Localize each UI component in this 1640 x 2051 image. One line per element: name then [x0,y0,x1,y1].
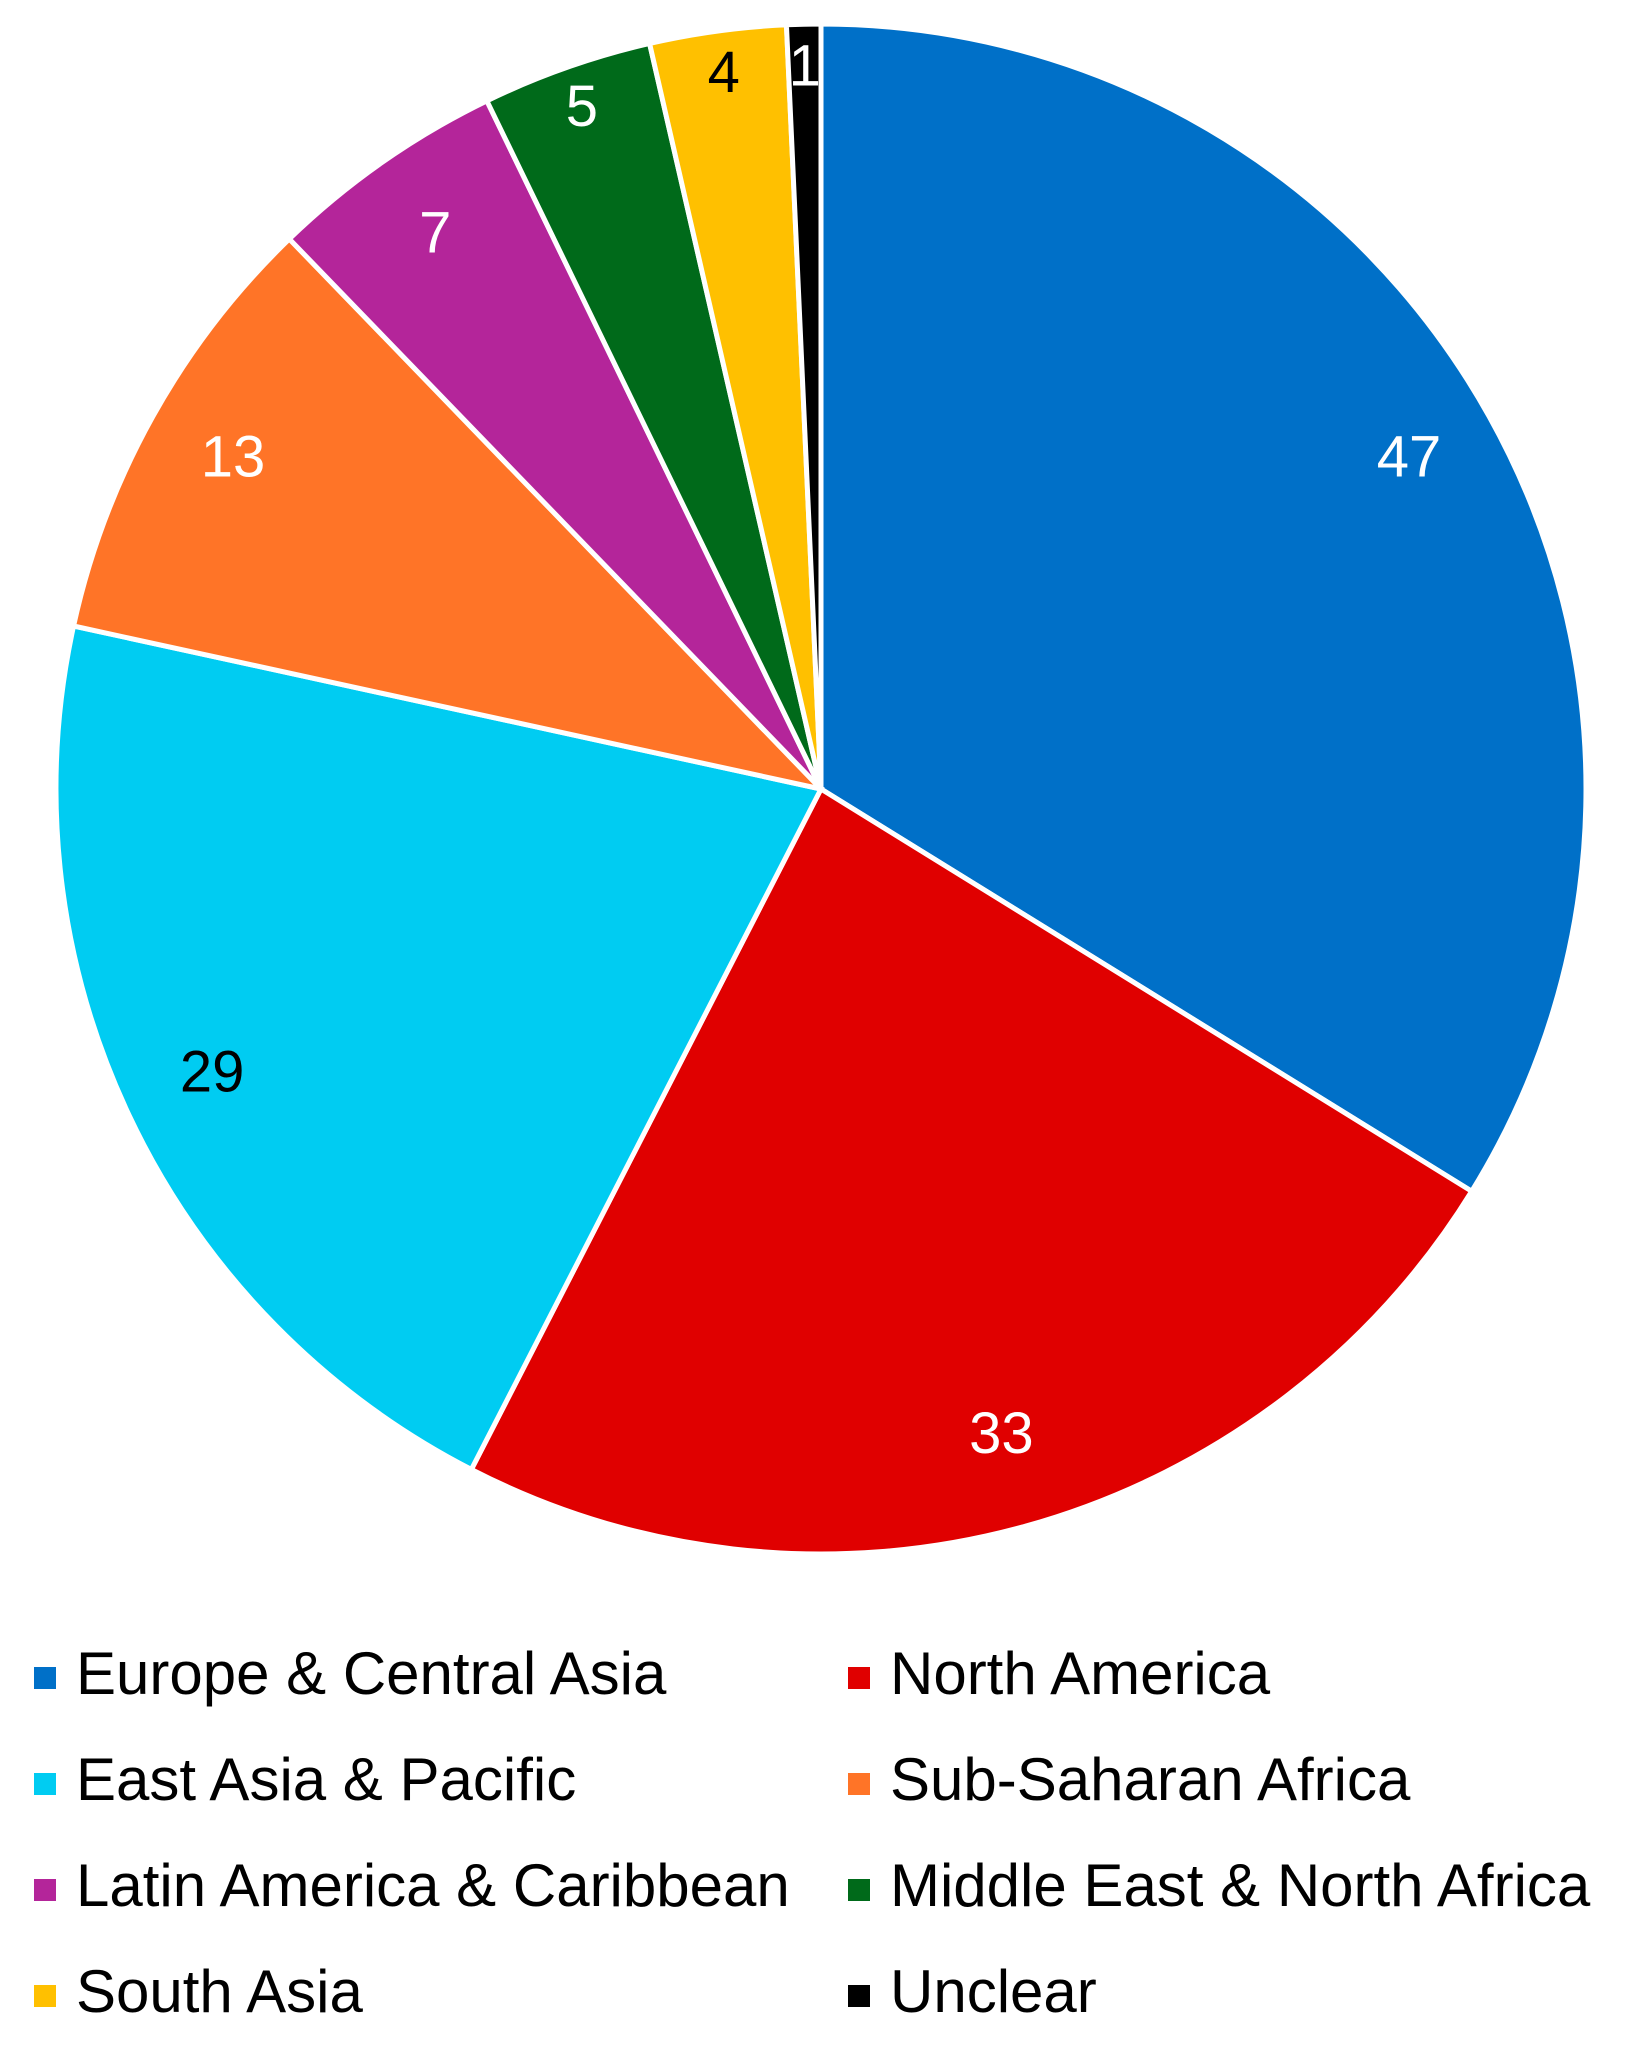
data-label: 1 [789,33,821,98]
legend-label: Latin America & Caribbean [76,1852,790,1919]
pie-slice [783,21,824,790]
pie-slice [818,21,1589,1195]
data-label: 47 [1377,425,1442,490]
legend-label: North America [890,1640,1271,1707]
pie-slice [285,97,824,791]
legend-swatch [848,1773,870,1795]
legend-label: South Asia [76,1958,364,2025]
data-label: 4 [708,40,740,105]
legend-label: Unclear [890,1958,1097,2025]
legend-swatch [848,1879,870,1901]
legend-label: Europe & Central Asia [76,1640,667,1707]
legend-label: Sub-Saharan Africa [890,1746,1411,1813]
pie-slice [468,785,1476,1557]
legend-label: Middle East & North Africa [890,1852,1591,1919]
legend-swatch [34,1879,56,1901]
pie-slice [53,623,825,1473]
legend-swatch [34,1667,56,1689]
data-label: 7 [419,201,451,266]
pie-slice [70,235,829,794]
legend-label: East Asia & Pacific [76,1746,576,1813]
legend-swatch [34,1985,56,2007]
legend-swatch [848,1985,870,2007]
data-label: 13 [201,425,266,490]
legend-swatch [34,1773,56,1795]
legend-swatch [848,1667,870,1689]
data-label: 29 [180,1040,245,1105]
data-label: 5 [566,74,598,139]
data-label: 33 [969,1401,1034,1466]
